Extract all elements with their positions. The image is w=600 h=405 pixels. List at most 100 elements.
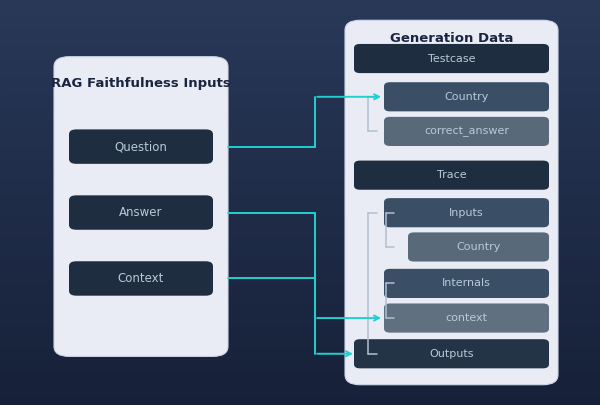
FancyBboxPatch shape bbox=[384, 198, 549, 227]
Bar bbox=[0, 375, 600, 378]
Text: RAG Faithfulness Inputs: RAG Faithfulness Inputs bbox=[51, 77, 231, 90]
Text: Internals: Internals bbox=[442, 278, 491, 288]
Bar bbox=[0, 104, 600, 108]
Bar bbox=[0, 44, 600, 47]
Bar bbox=[0, 290, 600, 294]
Bar bbox=[0, 334, 600, 337]
Bar bbox=[0, 152, 600, 155]
Bar bbox=[0, 317, 600, 321]
Bar bbox=[0, 94, 600, 98]
Bar bbox=[0, 182, 600, 185]
Bar bbox=[0, 337, 600, 341]
Text: Generation Data: Generation Data bbox=[390, 32, 513, 45]
Bar bbox=[0, 98, 600, 101]
Bar bbox=[0, 385, 600, 388]
Bar bbox=[0, 58, 600, 61]
Bar bbox=[0, 358, 600, 361]
Bar bbox=[0, 344, 600, 347]
Bar bbox=[0, 392, 600, 395]
Bar bbox=[0, 266, 600, 270]
Text: Inputs: Inputs bbox=[449, 208, 484, 218]
Bar bbox=[0, 304, 600, 307]
Bar bbox=[0, 321, 600, 324]
FancyBboxPatch shape bbox=[384, 82, 549, 111]
Bar bbox=[0, 395, 600, 398]
Bar bbox=[0, 162, 600, 165]
Bar bbox=[0, 284, 600, 287]
Bar bbox=[0, 20, 600, 23]
Bar bbox=[0, 10, 600, 13]
Bar bbox=[0, 361, 600, 364]
Bar bbox=[0, 378, 600, 382]
Bar bbox=[0, 125, 600, 128]
Bar bbox=[0, 30, 600, 34]
FancyBboxPatch shape bbox=[345, 20, 558, 385]
Bar bbox=[0, 273, 600, 277]
FancyBboxPatch shape bbox=[384, 117, 549, 146]
Bar bbox=[0, 230, 600, 233]
Bar bbox=[0, 311, 600, 314]
Bar bbox=[0, 351, 600, 354]
Bar bbox=[0, 354, 600, 358]
Bar bbox=[0, 246, 600, 250]
Bar bbox=[0, 37, 600, 40]
Bar bbox=[0, 331, 600, 334]
Bar bbox=[0, 263, 600, 266]
Bar bbox=[0, 0, 600, 3]
Bar bbox=[0, 260, 600, 263]
Bar bbox=[0, 51, 600, 54]
Bar bbox=[0, 54, 600, 58]
Bar bbox=[0, 13, 600, 17]
Text: Country: Country bbox=[445, 92, 488, 102]
Bar bbox=[0, 179, 600, 182]
Bar bbox=[0, 307, 600, 311]
Bar bbox=[0, 34, 600, 37]
Bar bbox=[0, 324, 600, 327]
FancyBboxPatch shape bbox=[354, 161, 549, 190]
Bar bbox=[0, 108, 600, 111]
Text: Outputs: Outputs bbox=[429, 349, 474, 359]
Bar bbox=[0, 398, 600, 402]
FancyBboxPatch shape bbox=[384, 269, 549, 298]
Bar bbox=[0, 7, 600, 10]
Bar bbox=[0, 301, 600, 304]
Bar bbox=[0, 347, 600, 351]
Text: context: context bbox=[445, 313, 487, 323]
Bar bbox=[0, 155, 600, 159]
Bar bbox=[0, 202, 600, 206]
Bar bbox=[0, 368, 600, 371]
Text: Testcase: Testcase bbox=[428, 53, 475, 64]
Bar bbox=[0, 165, 600, 169]
Text: Question: Question bbox=[115, 140, 167, 153]
Bar bbox=[0, 84, 600, 88]
FancyBboxPatch shape bbox=[354, 339, 549, 369]
FancyBboxPatch shape bbox=[69, 130, 213, 164]
Bar bbox=[0, 185, 600, 189]
Bar bbox=[0, 213, 600, 216]
Bar bbox=[0, 172, 600, 175]
Bar bbox=[0, 175, 600, 179]
Bar bbox=[0, 226, 600, 230]
Bar bbox=[0, 270, 600, 273]
Bar bbox=[0, 240, 600, 243]
Bar bbox=[0, 122, 600, 125]
Bar bbox=[0, 23, 600, 27]
Bar bbox=[0, 78, 600, 81]
Bar bbox=[0, 149, 600, 152]
Bar bbox=[0, 17, 600, 20]
Bar bbox=[0, 159, 600, 162]
Bar bbox=[0, 135, 600, 139]
Bar bbox=[0, 128, 600, 132]
Bar bbox=[0, 294, 600, 297]
Bar bbox=[0, 118, 600, 122]
Bar bbox=[0, 220, 600, 223]
Text: Country: Country bbox=[457, 242, 500, 252]
Bar bbox=[0, 88, 600, 91]
Bar bbox=[0, 402, 600, 405]
Bar bbox=[0, 169, 600, 172]
Bar bbox=[0, 253, 600, 256]
Bar bbox=[0, 145, 600, 149]
Bar bbox=[0, 142, 600, 145]
Bar bbox=[0, 371, 600, 375]
Bar bbox=[0, 74, 600, 78]
